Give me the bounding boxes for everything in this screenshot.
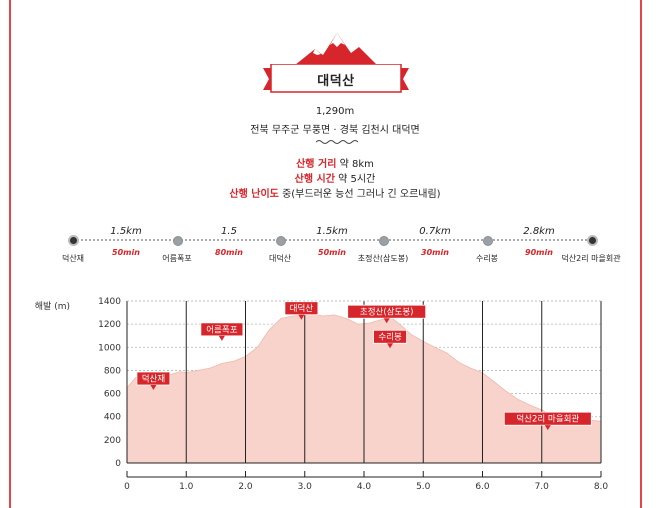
x-tick-label: 0 xyxy=(124,482,130,492)
stat-distance-value: 약 8km xyxy=(339,159,374,170)
y-tick-label: 400 xyxy=(104,413,121,423)
wavy-divider xyxy=(316,140,358,144)
y-tick-label: 1000 xyxy=(98,343,121,353)
y-tick-label: 0 xyxy=(115,459,121,469)
elevation-text: 1,290m xyxy=(315,106,355,117)
route-stop-dot xyxy=(276,236,286,246)
y-tick-label: 600 xyxy=(104,390,121,400)
callout-label: 덕산2리 마을회관 xyxy=(516,414,579,425)
x-tick-label: 2.0 xyxy=(238,482,253,492)
x-tick-label: 5.0 xyxy=(416,482,431,492)
stat-difficulty-label: 산행 난이도 xyxy=(229,189,279,200)
title-ribbon xyxy=(263,64,409,93)
y-tick-label: 1400 xyxy=(98,297,121,307)
y-tick-label: 1200 xyxy=(98,320,121,330)
stat-time-label: 산행 시간 xyxy=(294,174,335,185)
x-tick-label: 4.0 xyxy=(357,482,372,492)
callout-label: 수리봉 xyxy=(378,333,402,343)
callout-pointer xyxy=(298,314,305,320)
x-tick-label: 7.0 xyxy=(535,482,550,492)
mountain-icon xyxy=(285,33,385,73)
segment-time: 50min xyxy=(318,248,346,257)
y-tick-label: 200 xyxy=(104,436,121,446)
y-tick-label: 800 xyxy=(104,366,121,376)
route-stop-dot xyxy=(379,236,389,246)
segment-distance: 1.5km xyxy=(110,226,142,237)
segment-time: 80min xyxy=(215,248,243,257)
callout-label: 대덕산 xyxy=(290,303,314,314)
segment-distance: 1.5 xyxy=(221,226,237,237)
callout-pointer xyxy=(544,425,551,431)
route-stop-label: 어름폭포 xyxy=(162,254,192,263)
segment-distance: 2.8km xyxy=(523,226,555,237)
callout-pointer xyxy=(218,335,225,341)
segment-distance: 1.5km xyxy=(316,226,348,237)
location-text: 전북 무주군 무풍면 · 경북 김천시 대덕면 xyxy=(250,125,420,136)
x-tick-label: 1.0 xyxy=(179,482,194,492)
x-tick-label: 3.0 xyxy=(298,482,313,492)
x-tick-label: 8.0 xyxy=(594,482,609,492)
frame-right-line xyxy=(640,0,642,508)
stat-difficulty: 산행 난이도 중(부드러운 능선 그러나 긴 오르내림) xyxy=(0,185,670,200)
callout-label: 어름폭포 xyxy=(206,324,237,335)
mountain-title: 대덕산 xyxy=(317,74,355,89)
stat-time-value: 약 5시간 xyxy=(338,174,376,185)
callout-label: 초정산(삼도봉) xyxy=(360,307,414,318)
segment-time: 90min xyxy=(525,248,553,257)
stat-distance: 산행 거리 약 8km xyxy=(0,155,670,170)
segment-time: 50min xyxy=(112,248,140,257)
route-stop-dot xyxy=(68,235,79,246)
route-line xyxy=(73,239,592,241)
y-axis-label: 해발 (m) xyxy=(35,301,70,312)
route-stop-dot xyxy=(173,236,183,246)
route-stop-label: 덕산재 xyxy=(61,254,85,263)
callout-label: 덕산재 xyxy=(142,374,165,385)
route-stop-dot xyxy=(587,235,598,246)
callout-pointer xyxy=(387,343,394,349)
callout-pointer xyxy=(150,385,157,390)
segment-time: 30min xyxy=(421,248,449,257)
route-stop-label: 초정산(삼도봉) xyxy=(357,254,409,263)
stat-distance-label: 산행 거리 xyxy=(296,159,337,170)
x-tick-label: 6.0 xyxy=(475,482,490,492)
route-stop-dot xyxy=(483,236,493,246)
route-stop-label: 수리봉 xyxy=(475,254,499,263)
stat-difficulty-value: 중(부드러운 능선 그러나 긴 오르내림) xyxy=(282,189,441,200)
callout-pointer xyxy=(383,318,390,324)
route-stop-label: 대덕산 xyxy=(268,254,292,263)
stat-time: 산행 시간 약 5시간 xyxy=(0,170,670,185)
segment-distance: 0.7km xyxy=(419,226,451,237)
route-stop-label: 덕산2리 마을회관 xyxy=(561,254,621,263)
frame-left-line xyxy=(9,0,11,508)
